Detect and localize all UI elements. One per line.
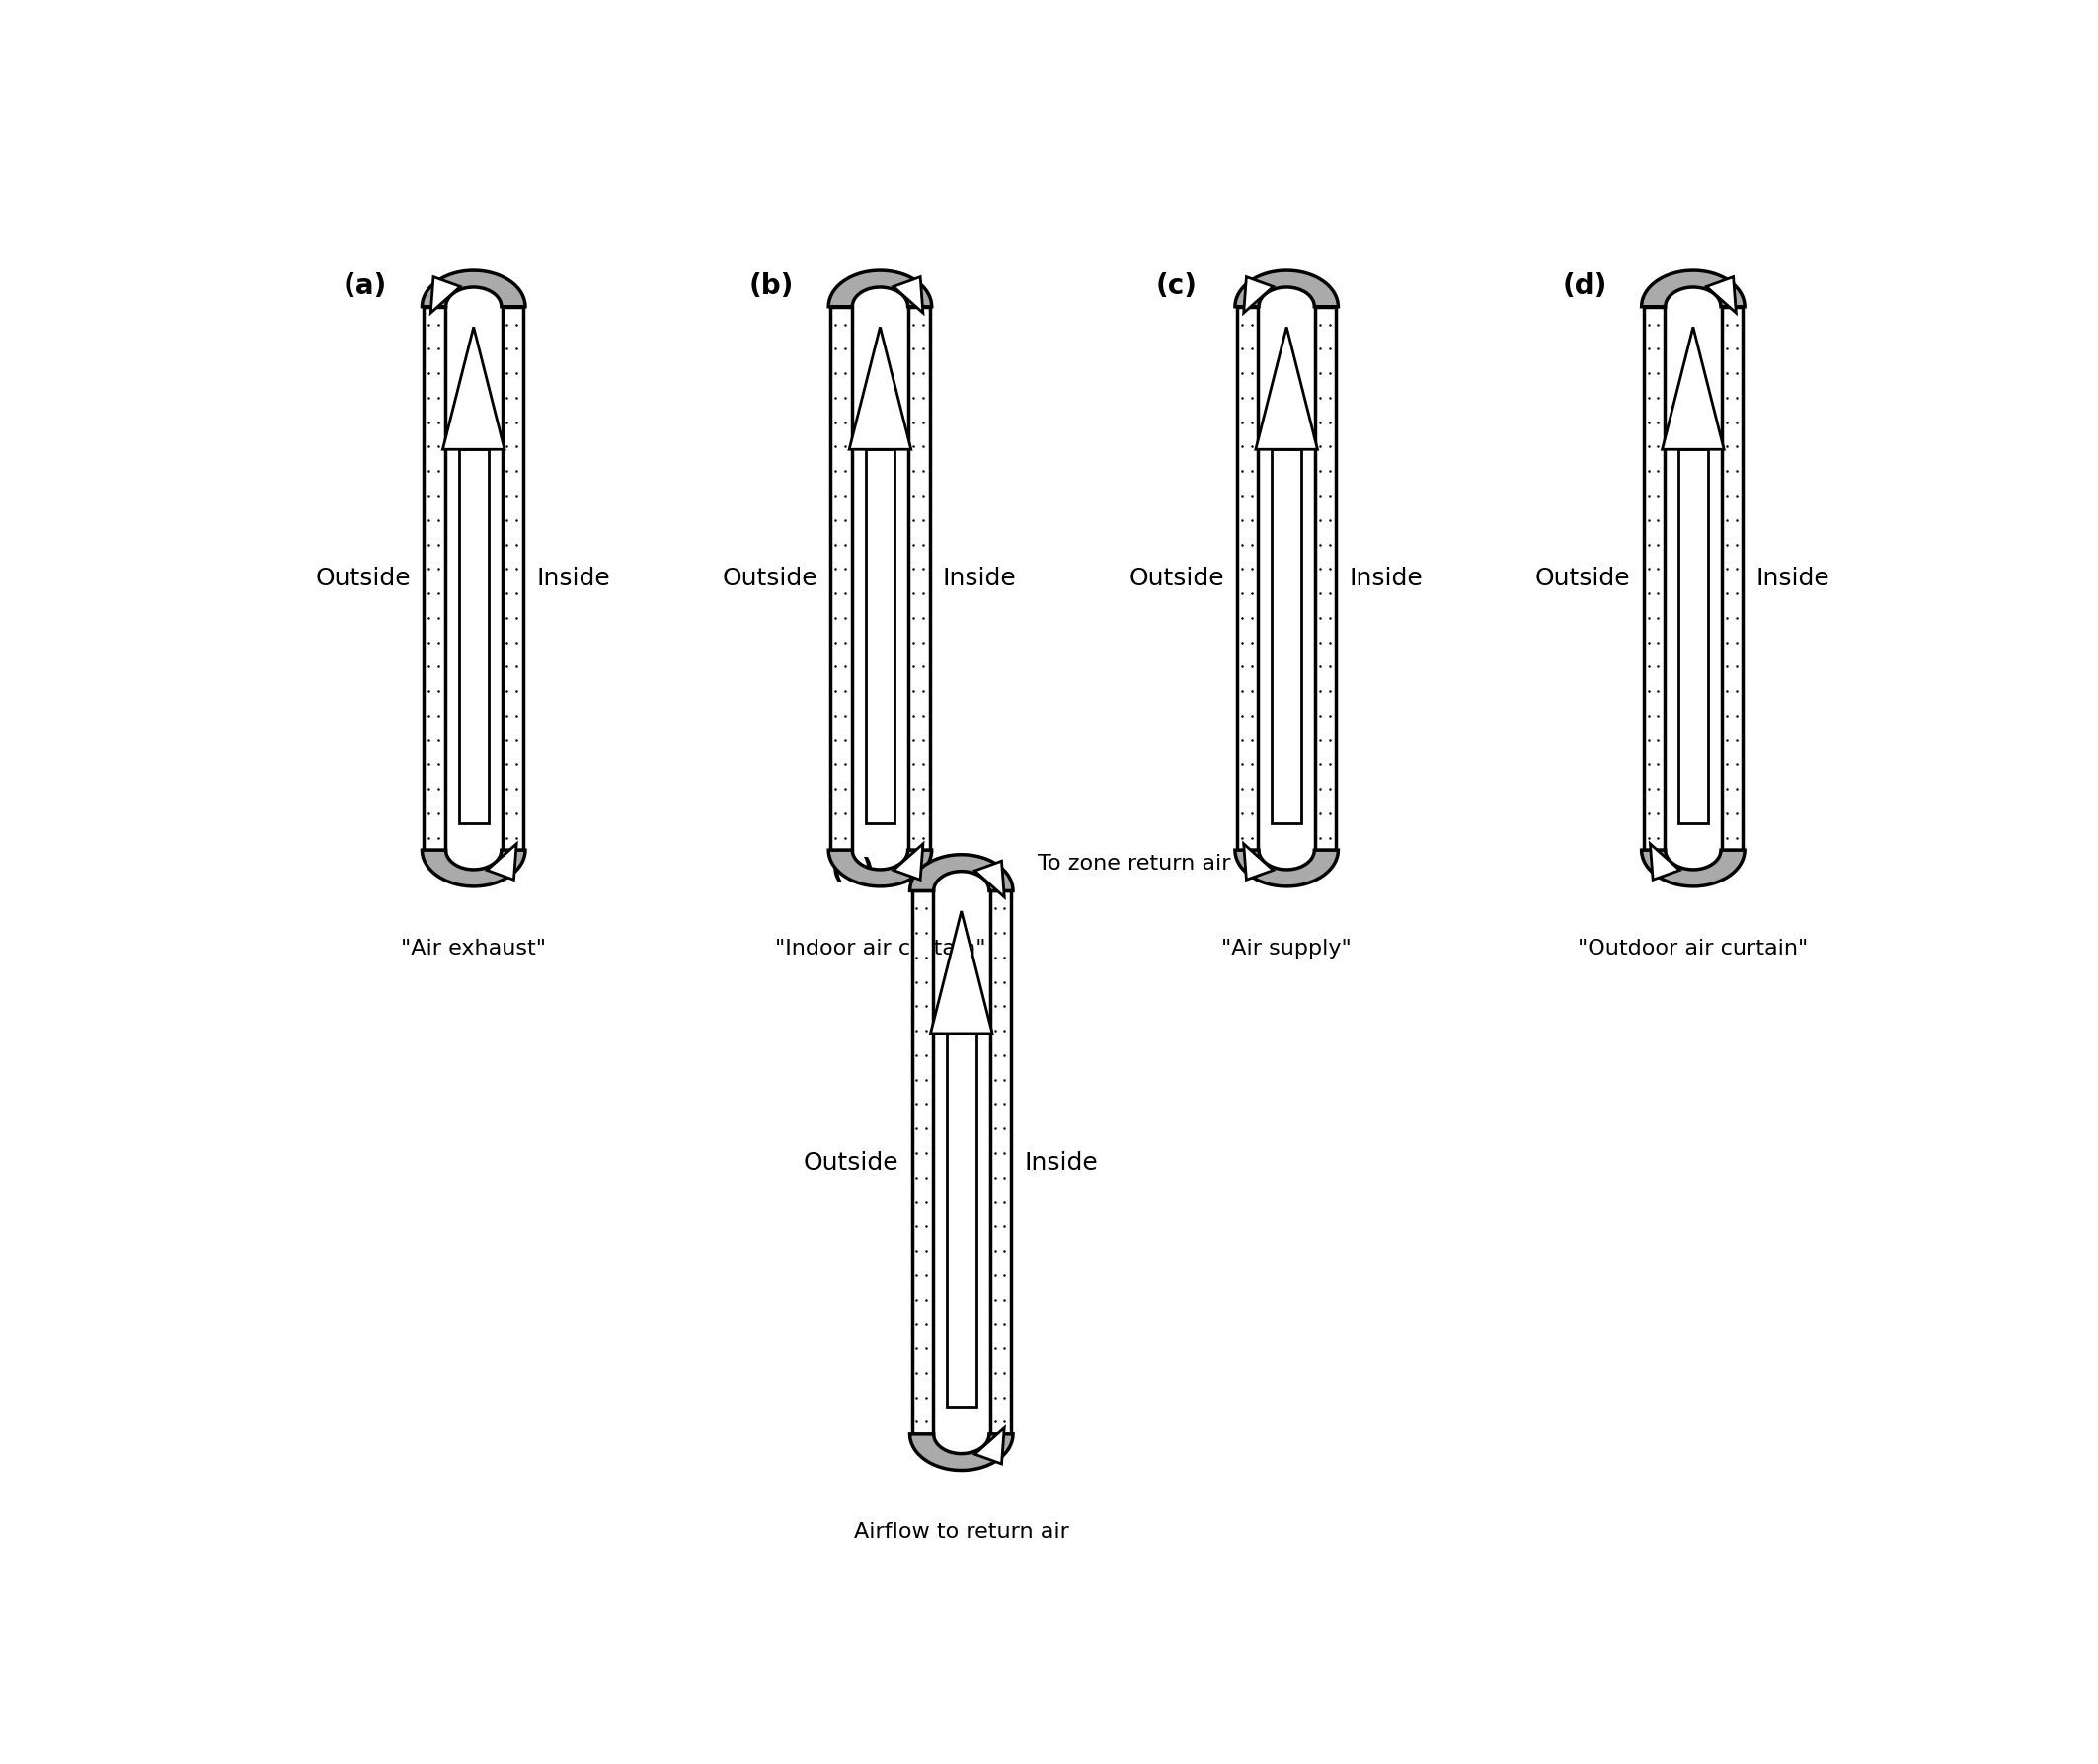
Polygon shape [1244, 277, 1273, 312]
Polygon shape [894, 843, 923, 880]
Text: Outside: Outside [315, 566, 411, 591]
Polygon shape [1706, 277, 1735, 312]
Polygon shape [1236, 850, 1339, 886]
Polygon shape [430, 277, 459, 312]
Text: Inside: Inside [1024, 1150, 1097, 1175]
Polygon shape [894, 843, 923, 880]
Bar [1238, 307, 1259, 850]
Bar [866, 450, 894, 822]
Polygon shape [1651, 843, 1680, 880]
Polygon shape [894, 277, 923, 312]
Polygon shape [976, 1427, 1005, 1464]
Bar [946, 1034, 976, 1408]
Polygon shape [1244, 843, 1273, 880]
Text: (c): (c) [1156, 272, 1198, 300]
Polygon shape [829, 850, 932, 886]
Polygon shape [829, 270, 932, 307]
Polygon shape [1651, 843, 1680, 880]
Bar [1271, 450, 1301, 822]
Polygon shape [1244, 277, 1273, 312]
Bar [908, 307, 929, 850]
Polygon shape [487, 843, 516, 880]
Bar [424, 307, 445, 850]
Bar [459, 450, 489, 822]
Text: Airflow to return air: Airflow to return air [854, 1522, 1070, 1542]
Polygon shape [976, 861, 1005, 898]
Text: (d): (d) [1563, 272, 1607, 300]
Polygon shape [443, 326, 504, 450]
Polygon shape [1257, 326, 1318, 450]
Polygon shape [1244, 843, 1273, 880]
Text: Outside: Outside [722, 566, 818, 591]
Polygon shape [850, 326, 911, 450]
Polygon shape [1662, 326, 1725, 450]
Bar [913, 891, 934, 1434]
Bar [501, 307, 522, 850]
Bar [1722, 307, 1743, 850]
Text: "Indoor air curtain": "Indoor air curtain" [774, 938, 986, 958]
Bar [1643, 307, 1664, 850]
Text: Outside: Outside [804, 1150, 898, 1175]
Polygon shape [487, 843, 516, 880]
Polygon shape [1641, 850, 1746, 886]
Polygon shape [422, 850, 524, 886]
Polygon shape [894, 277, 923, 312]
Text: "Outdoor air curtain": "Outdoor air curtain" [1578, 938, 1808, 958]
Polygon shape [932, 912, 992, 1034]
Text: (e): (e) [831, 856, 875, 884]
Polygon shape [430, 277, 459, 312]
Polygon shape [911, 854, 1013, 891]
Polygon shape [1236, 270, 1339, 307]
Polygon shape [1641, 270, 1746, 307]
Text: Outside: Outside [1536, 566, 1630, 591]
Text: (a): (a) [342, 272, 386, 300]
Bar [1678, 450, 1708, 822]
Polygon shape [976, 1427, 1005, 1464]
Polygon shape [422, 270, 524, 307]
Polygon shape [911, 1434, 1013, 1471]
Text: "Air exhaust": "Air exhaust" [401, 938, 545, 958]
Bar [1315, 307, 1336, 850]
Text: Inside: Inside [942, 566, 1018, 591]
Polygon shape [1706, 277, 1735, 312]
Text: Outside: Outside [1129, 566, 1223, 591]
Text: "Air supply": "Air supply" [1221, 938, 1351, 958]
Bar [831, 307, 852, 850]
Text: (b): (b) [749, 272, 793, 300]
Text: Inside: Inside [1349, 566, 1422, 591]
Polygon shape [976, 861, 1005, 898]
Text: Inside: Inside [1756, 566, 1829, 591]
Text: To zone return air: To zone return air [1036, 854, 1229, 873]
Bar [990, 891, 1011, 1434]
Text: Inside: Inside [537, 566, 611, 591]
